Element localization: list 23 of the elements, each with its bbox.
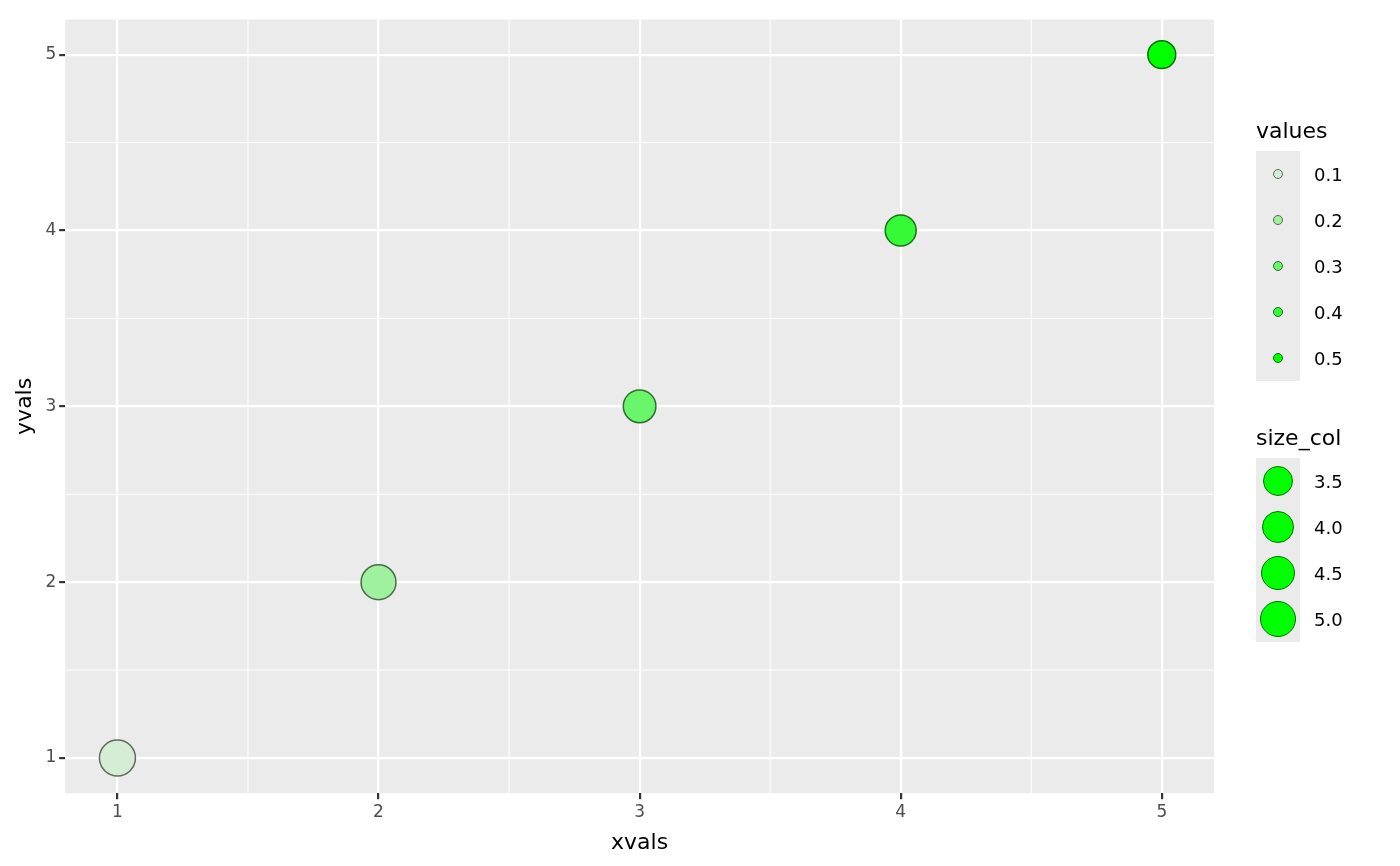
x-tick-label: 5: [1156, 800, 1168, 821]
legend-label: 0.5: [1314, 347, 1343, 369]
x-tick-label: 2: [373, 800, 384, 821]
y-axis-title: yvals: [10, 377, 36, 435]
legend-label: 5.0: [1314, 608, 1343, 630]
legend-label: 4.5: [1314, 562, 1343, 584]
text: size_col: [1256, 425, 1343, 450]
legend-label: 3.5: [1314, 470, 1343, 492]
y-tick-label: 5: [45, 43, 57, 64]
x-tick-label: 1: [112, 800, 123, 821]
x-axis-title: xvals: [611, 828, 669, 854]
y-tick-label: 1: [45, 746, 57, 767]
x-tick-label: 4: [895, 800, 907, 821]
legend-label: 0.3: [1314, 255, 1343, 277]
legend-title: values: [1256, 118, 1329, 143]
legend-label: 0.1: [1314, 163, 1343, 185]
legend-label: 4.0: [1314, 516, 1343, 538]
y-tick-label: 2: [45, 570, 57, 591]
y-tick-label: 4: [45, 218, 57, 239]
legend-label: 0.2: [1314, 209, 1343, 231]
y-tick-label: 3: [45, 394, 57, 415]
x-tick-label: 3: [634, 800, 646, 821]
legend-label: 0.4: [1314, 301, 1343, 323]
